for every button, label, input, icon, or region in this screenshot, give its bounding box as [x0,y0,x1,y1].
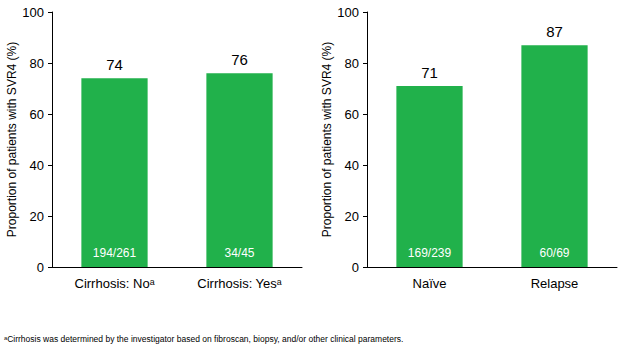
svg-text:100: 100 [22,5,44,20]
svg-text:194/261: 194/261 [93,246,137,260]
svg-text:ᵃCirrhosis was determined by t: ᵃCirrhosis was determined by the investi… [4,334,403,344]
svg-text:87: 87 [546,23,563,40]
svg-text:20: 20 [345,209,359,224]
svg-text:71: 71 [421,64,438,81]
svg-text:60: 60 [345,107,359,122]
svg-text:80: 80 [345,56,359,71]
svg-text:60: 60 [30,107,44,122]
svg-text:76: 76 [231,51,248,68]
svg-text:74: 74 [106,56,123,73]
svg-text:100: 100 [337,5,359,20]
svg-text:Cirrhosis: Noᵃ: Cirrhosis: Noᵃ [75,276,155,291]
svg-text:169/239: 169/239 [408,246,452,260]
svg-text:60/69: 60/69 [539,246,569,260]
svg-text:20: 20 [30,209,44,224]
svg-text:Proportion of patients with SV: Proportion of patients with SVR4 (%) [5,42,19,237]
svg-text:80: 80 [30,56,44,71]
svg-text:40: 40 [345,158,359,173]
svg-text:40: 40 [30,158,44,173]
svg-text:Relapse: Relapse [531,276,579,291]
svg-text:Cirrhosis: Yesᵃ: Cirrhosis: Yesᵃ [197,276,281,291]
svg-text:0: 0 [352,260,359,275]
svg-text:34/45: 34/45 [224,246,254,260]
svg-text:0: 0 [37,260,44,275]
svg-text:Naïve: Naïve [413,276,447,291]
svg-text:Proportion of patients with SV: Proportion of patients with SVR4 (%) [320,42,334,237]
